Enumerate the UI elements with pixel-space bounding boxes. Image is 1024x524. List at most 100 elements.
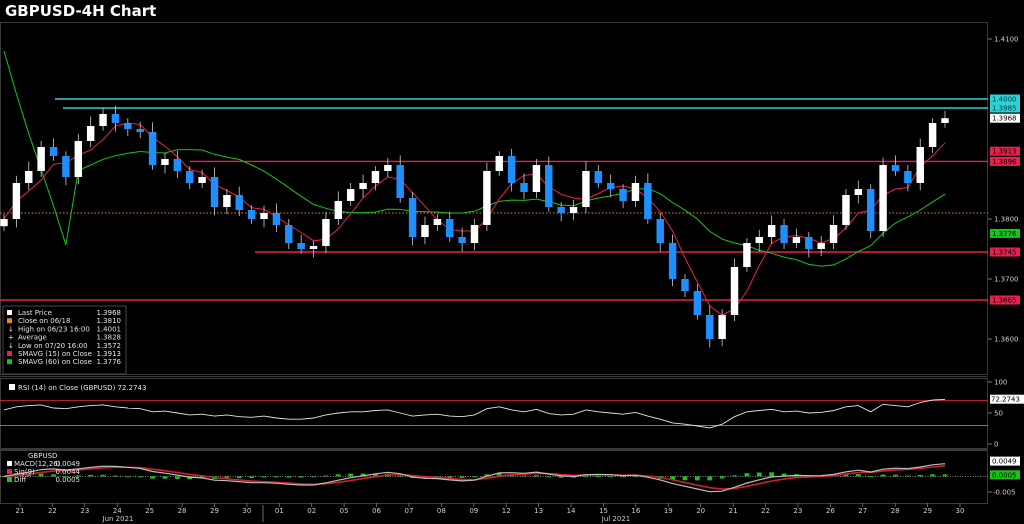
candle-body: [656, 219, 664, 243]
x-axis-label: 28: [891, 507, 900, 515]
level-tag-text: 1.4000: [992, 96, 1017, 104]
candle-body: [148, 132, 157, 165]
level-tag-bg: [990, 156, 1020, 166]
legend-value: 1.4001: [97, 325, 122, 333]
x-axis-label: 01: [275, 507, 284, 515]
macd-histogram-bar: [51, 474, 56, 477]
candle-body: [285, 225, 293, 243]
macd-histogram-bar: [472, 476, 477, 478]
candle-body: [606, 183, 615, 189]
candle-body: [37, 147, 45, 171]
month-label: Jun 2021: [102, 515, 134, 523]
macd-histogram-bar: [125, 476, 131, 478]
rsi-axis-label: 50: [994, 410, 1003, 418]
value-tag-text: 1.3968: [992, 115, 1017, 123]
candle-body: [668, 243, 677, 279]
x-axis-label: 24: [113, 507, 122, 515]
macd-histogram-bar: [484, 474, 490, 477]
candle-body: [74, 141, 83, 177]
candle-body: [359, 183, 367, 189]
candle-body: [173, 159, 182, 171]
candle-body: [644, 183, 652, 219]
candle-body: [904, 171, 912, 183]
rsi-legend-swatch: [9, 384, 15, 390]
price-axis-label: 1.3600: [994, 336, 1019, 344]
legend-value: 1.3776: [97, 358, 122, 366]
x-axis-label: 26: [826, 507, 835, 515]
price-axis-label: 1.3800: [994, 216, 1019, 224]
legend-glyph: +: [8, 334, 14, 342]
macd-histogram-bar: [459, 476, 465, 478]
x-axis-label: 19: [664, 507, 673, 515]
price-panel-frame: [0, 22, 988, 375]
rsi-axis-label: 100: [994, 379, 1007, 387]
macd-histogram-bar: [534, 475, 539, 477]
candle-body: [371, 171, 380, 183]
candle-body: [25, 171, 33, 183]
macd-histogram-bar: [558, 476, 564, 478]
candle-body: [247, 210, 256, 219]
macd-histogram-bar: [397, 475, 403, 477]
candle-body: [792, 237, 801, 243]
macd-histogram-bar: [521, 475, 527, 477]
macd-histogram-bar: [905, 475, 911, 477]
macd-histogram-bar: [360, 473, 366, 477]
candle-body: [681, 279, 689, 291]
candle-body: [755, 237, 763, 243]
level-tag-bg: [990, 295, 1020, 305]
candle-body: [198, 177, 206, 183]
x-axis-label: 22: [48, 507, 57, 515]
level-tag-bg: [990, 247, 1020, 257]
value-tag-bg: [990, 113, 1020, 123]
macd-histogram-bar: [286, 476, 292, 478]
rsi-panel-frame: [0, 378, 988, 449]
macd-legend: GBPUSD MACD(12,26)0.0049 Sig(9) 0.0044 Diff…: [7, 452, 81, 484]
macd-histogram-bar: [893, 474, 898, 477]
candle-body: [396, 165, 404, 198]
macd-histogram-bar: [707, 476, 713, 481]
chart-title: GBPUSD-4H Chart: [5, 2, 156, 20]
macd-legend-value: 0.0005: [56, 476, 81, 484]
macd-histogram-bar: [744, 473, 750, 477]
candle-body: [433, 219, 442, 225]
x-axis-label: 09: [469, 507, 478, 515]
level-tag-text: 1.3665: [992, 297, 1017, 305]
macd-legend-label: MACD(12,26): [14, 460, 61, 468]
candle-body: [594, 171, 603, 183]
candle-body: [421, 225, 429, 237]
candle-body: [557, 207, 565, 213]
level-tag-text: 1.3745: [992, 249, 1017, 257]
x-axis-label: 16: [631, 507, 640, 515]
candle-body: [309, 246, 318, 249]
candle-body: [520, 183, 528, 192]
price-axis-label: 1.3700: [994, 276, 1019, 284]
candle-body: [854, 189, 863, 195]
candle-body: [718, 315, 726, 339]
candle-body: [136, 129, 144, 132]
x-axis-label: 08: [437, 507, 446, 515]
candle-body: [161, 159, 169, 165]
candle-body: [223, 195, 231, 207]
smavg-60-line: [3, 50, 946, 267]
candle-body: [62, 156, 70, 177]
panel-frames: [0, 22, 988, 504]
x-axis-label: 25: [145, 507, 154, 515]
x-axis-label: 23: [80, 507, 89, 515]
candle-body: [693, 291, 702, 315]
macd-histogram-bar: [930, 474, 936, 477]
candle-body: [507, 156, 516, 183]
candle-body: [569, 207, 578, 213]
macd-histogram-bar: [298, 476, 304, 478]
rsi-legend-text: RSI (14) on Close (GBPUSD) 72.2743: [18, 384, 146, 392]
candle-body: [470, 225, 479, 243]
x-axis-label: 28: [178, 507, 187, 515]
macd-histogram-bar: [781, 473, 787, 477]
legend-label: Last Price: [18, 309, 52, 317]
macd-histogram-bar: [633, 476, 638, 478]
candle-body: [916, 147, 924, 183]
x-axis-label: 29: [210, 507, 219, 515]
x-axis-label: 21: [16, 507, 25, 515]
rsi-layer: [0, 398, 988, 429]
macd-layer: [0, 463, 988, 493]
